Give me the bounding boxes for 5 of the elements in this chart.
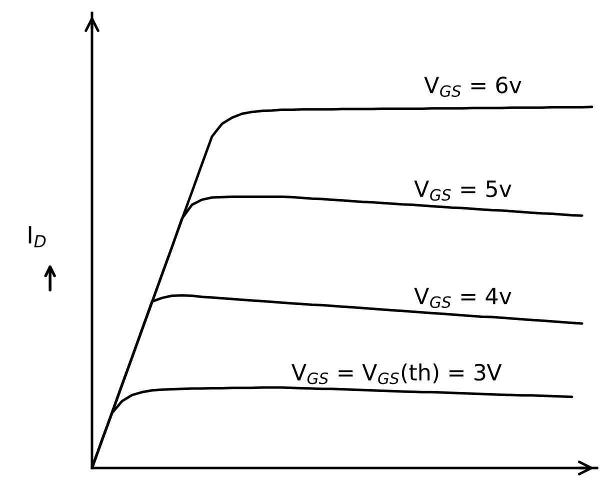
series-label: V$_{GS}$ = 5v	[414, 180, 512, 201]
series-label: V$_{GS}$ = 6v	[424, 76, 522, 97]
y-axis-title: I$_{D}$	[28, 226, 46, 248]
series-label: V$_{GS}$ = V$_{GS}$(th) = 3V	[292, 363, 502, 384]
series-label: V$_{GS}$ = 4v	[414, 288, 512, 308]
